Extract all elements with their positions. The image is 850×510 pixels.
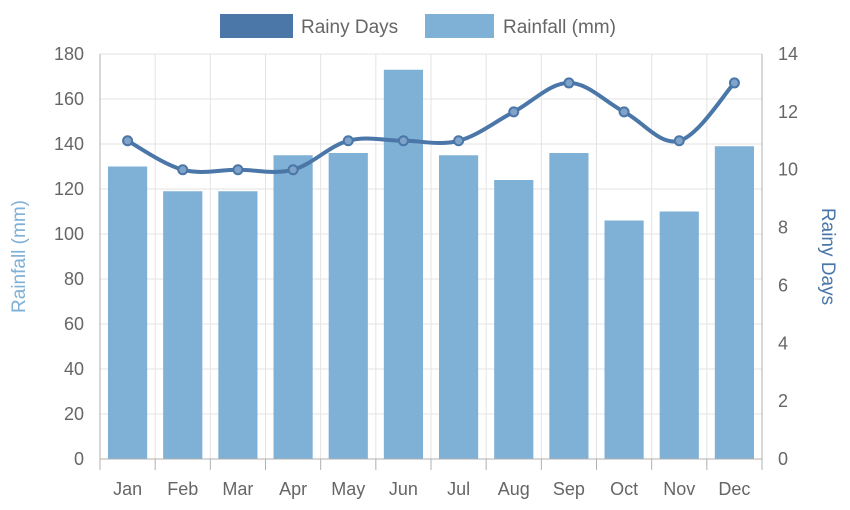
x-tick-label: Oct — [610, 479, 638, 499]
y-left-tick-label: 60 — [64, 314, 84, 334]
bar-feb[interactable] — [163, 191, 203, 459]
rainy-days-point-nov[interactable] — [673, 135, 685, 147]
bar-oct[interactable] — [604, 220, 644, 460]
rainy-days-point-mar[interactable] — [232, 164, 244, 176]
bar-jul[interactable] — [439, 155, 479, 459]
y-left-tick-label: 140 — [54, 134, 84, 154]
y-right-tick-label: 2 — [778, 391, 788, 411]
y-right-tick-label: 0 — [778, 449, 788, 469]
y-axis-left-title: Rainfall (mm) — [9, 200, 30, 313]
y-left-tick-label: 180 — [54, 44, 84, 64]
x-tick-label: Apr — [279, 479, 307, 499]
rainy-days-point-feb[interactable] — [177, 164, 189, 176]
y-left-tick-label: 40 — [64, 359, 84, 379]
bar-apr[interactable] — [273, 155, 313, 459]
bar-sep[interactable] — [549, 153, 589, 459]
rainy-days-point-dec[interactable] — [728, 77, 740, 89]
y-left-tick-label: 20 — [64, 404, 84, 424]
y-left-tick-label: 120 — [54, 179, 84, 199]
bar-may[interactable] — [328, 153, 368, 459]
legend-label-rainfall[interactable]: Rainfall (mm) — [503, 17, 616, 38]
y-right-tick-label: 4 — [778, 333, 788, 353]
rainy-days-point-may[interactable] — [342, 135, 354, 147]
y-right-tick-label: 12 — [778, 102, 798, 122]
legend[interactable]: Rainy Days Rainfall (mm) — [220, 14, 616, 38]
rainy-days-point-oct[interactable] — [618, 106, 630, 118]
x-tick-label: Feb — [167, 479, 198, 499]
y-left-tick-label: 80 — [64, 269, 84, 289]
rainy-days-point-aug[interactable] — [508, 106, 520, 118]
rainy-days-point-apr[interactable] — [287, 164, 299, 176]
x-tick-label: Mar — [222, 479, 253, 499]
y-right-tick-label: 14 — [778, 44, 798, 64]
bar-jan[interactable] — [108, 166, 148, 460]
x-tick-label: Dec — [718, 479, 750, 499]
y-left-tick-label: 160 — [54, 89, 84, 109]
y-left-tick-label: 0 — [74, 449, 84, 469]
bar-mar[interactable] — [218, 191, 258, 459]
x-tick-label: Jul — [447, 479, 470, 499]
bar-nov[interactable] — [659, 211, 699, 460]
legend-swatch-rainfall[interactable] — [425, 14, 494, 38]
rainy-days-line-layer — [122, 77, 740, 176]
rainy-days-point-jun[interactable] — [397, 135, 409, 147]
x-tick-label: Sep — [553, 479, 585, 499]
y-right-tick-label: 8 — [778, 218, 788, 238]
y-left-tick-label: 100 — [54, 224, 84, 244]
legend-swatch-rainy-days[interactable] — [220, 14, 293, 38]
rainy-days-point-jan[interactable] — [122, 135, 134, 147]
x-tick-label: May — [331, 479, 365, 499]
rainy-days-point-jul[interactable] — [453, 135, 465, 147]
x-tick-label: Jun — [389, 479, 418, 499]
bar-aug[interactable] — [494, 180, 534, 459]
legend-label-rainy-days[interactable]: Rainy Days — [301, 17, 398, 38]
y-right-tick-label: 6 — [778, 275, 788, 295]
bar-dec[interactable] — [714, 146, 754, 459]
rainfall-bars — [108, 69, 754, 460]
y-right-tick-label: 10 — [778, 160, 798, 180]
x-tick-label: Aug — [498, 479, 530, 499]
axes: 0 20 40 60 80 100 120 140 160 180 0 2 4 6 8 10 12 14 Jan Fe… — [54, 44, 798, 499]
x-tick-label: Nov — [663, 479, 695, 499]
rainy-days-point-sep[interactable] — [563, 77, 575, 89]
y-axis-right-title: Rainy Days — [817, 208, 838, 305]
bar-jun[interactable] — [383, 69, 423, 459]
x-tick-label: Jan — [113, 479, 142, 499]
